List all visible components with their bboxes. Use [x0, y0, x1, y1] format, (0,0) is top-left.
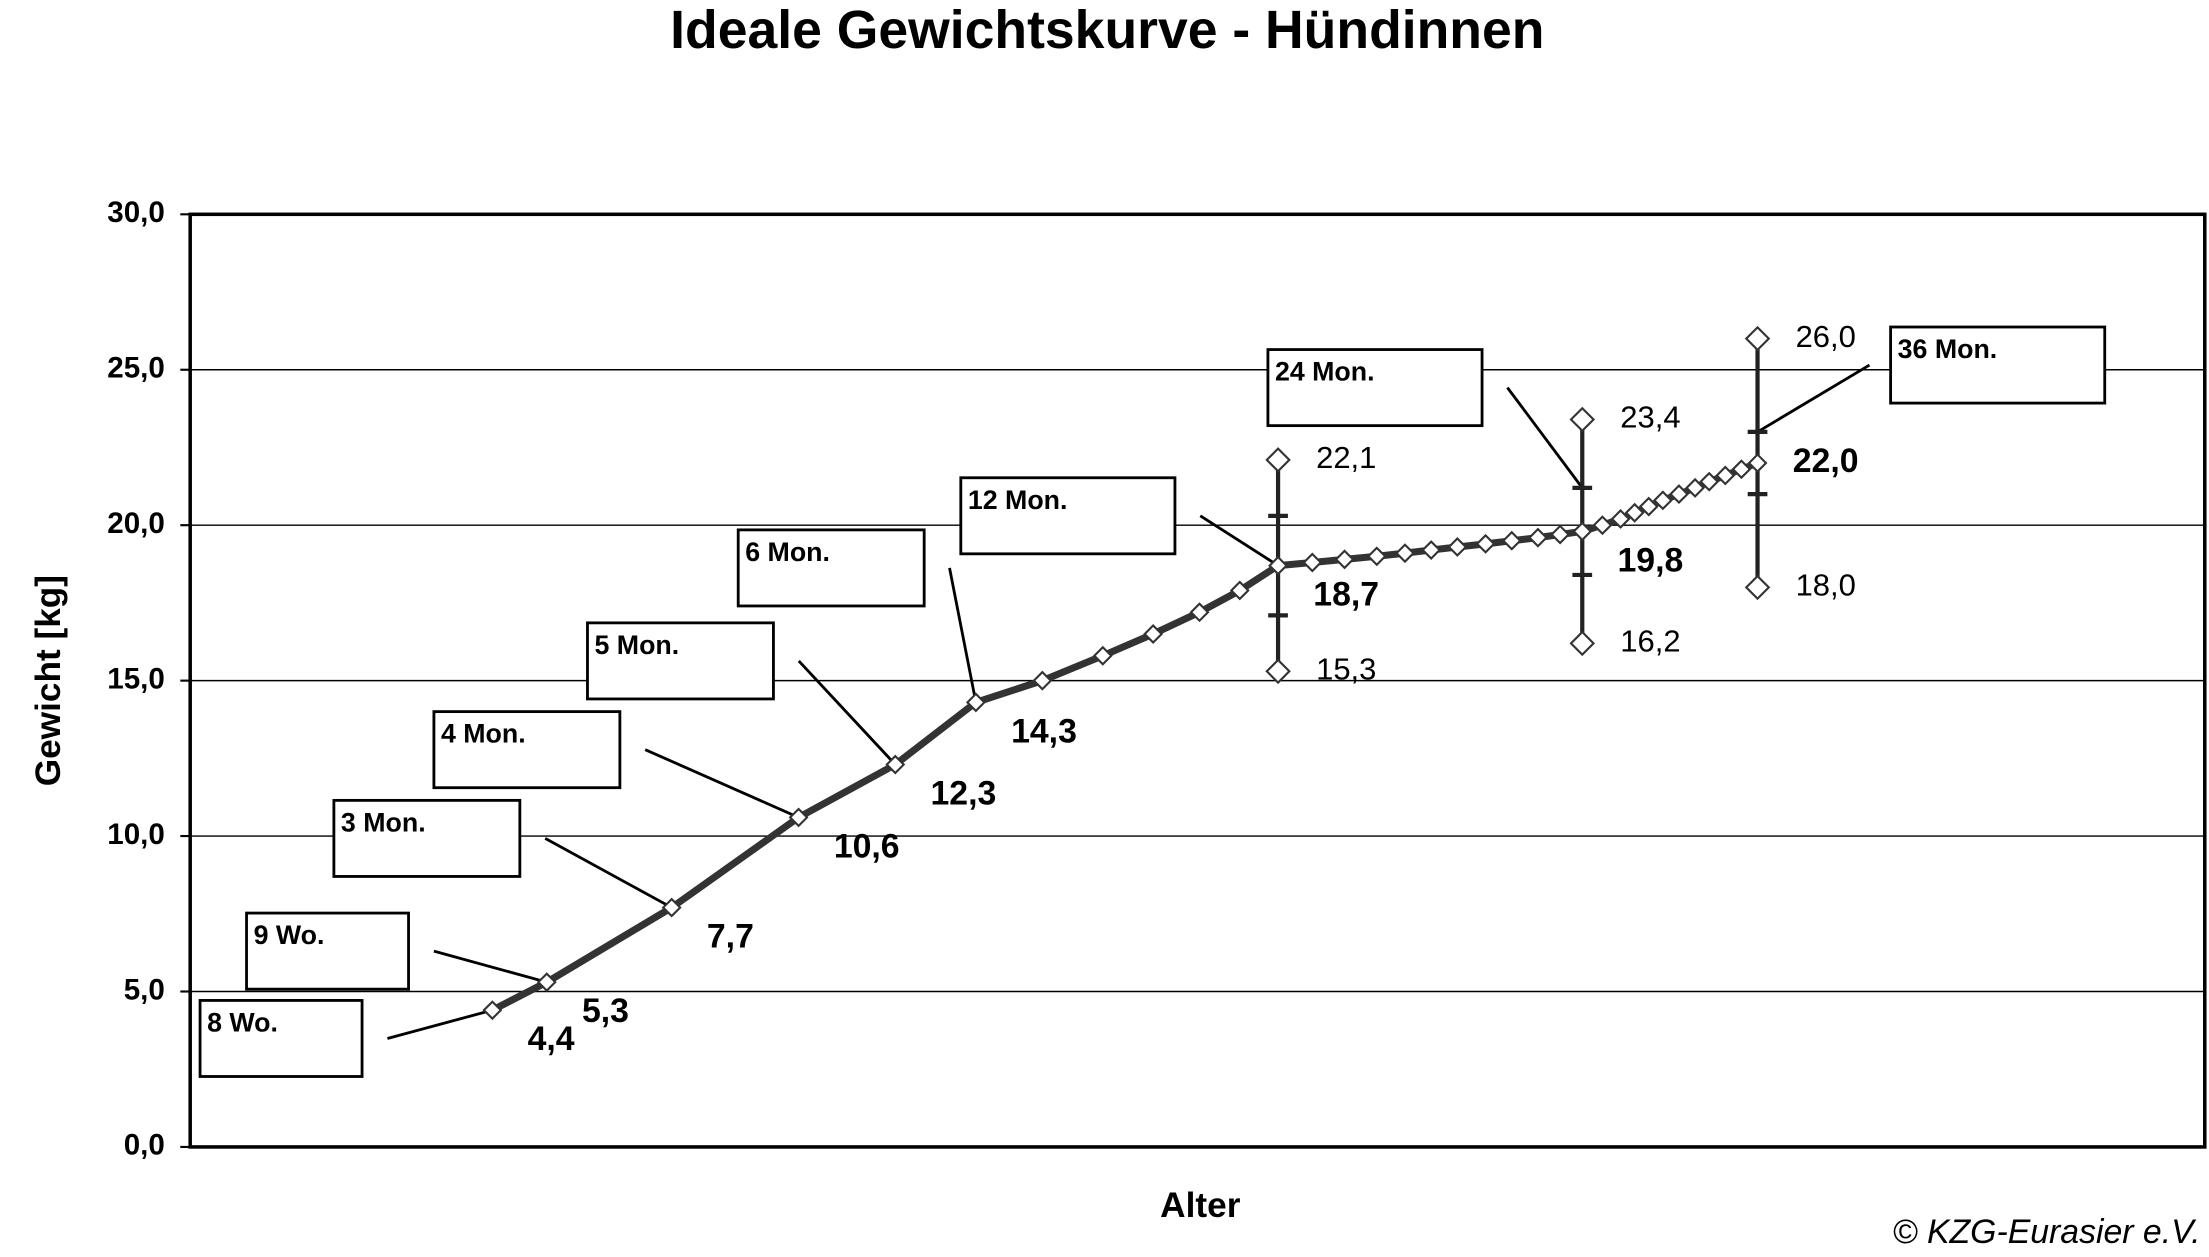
annotation: 3 Mon.	[341, 807, 426, 837]
data-marker	[536, 972, 557, 993]
data-marker	[965, 692, 986, 713]
range-min-label: 18,0	[1796, 568, 1856, 603]
data-marker	[1189, 602, 1210, 623]
data-label: 7,7	[707, 917, 754, 955]
data-marker	[1229, 580, 1250, 601]
data-marker	[1143, 624, 1164, 644]
data-marker	[1302, 552, 1323, 573]
annotation: 9 Wo.	[254, 920, 325, 950]
data-label: 22,0	[1793, 442, 1859, 480]
plot-frame	[188, 212, 2207, 1149]
y-tick-label: 15,0	[107, 662, 165, 695]
y-tick-label: 0,0	[124, 1129, 165, 1162]
range-max-label: 26,0	[1796, 319, 1856, 354]
annotation-leader	[1756, 363, 1871, 434]
annotation: 12 Mon.	[968, 485, 1068, 515]
annotation: 6 Mon.	[745, 537, 830, 567]
data-marker	[1652, 490, 1673, 511]
range-min-marker	[1265, 658, 1291, 685]
range-max-marker	[1569, 406, 1596, 433]
annotation: 4 Mon.	[441, 719, 526, 749]
data-marker	[1638, 496, 1659, 517]
data-label: 10,6	[834, 827, 900, 865]
data-label: 12,3	[931, 774, 997, 812]
data-marker	[1699, 471, 1720, 492]
annotation-leader	[544, 837, 673, 909]
data-marker	[1447, 537, 1468, 557]
data-marker	[1731, 459, 1752, 480]
data-label: 18,7	[1313, 576, 1379, 614]
range-max-marker	[1744, 325, 1771, 352]
data-marker	[1395, 543, 1415, 564]
data-label: 19,8	[1617, 541, 1683, 579]
data-marker	[1334, 549, 1355, 570]
annotation-leader	[1506, 386, 1584, 489]
data-label: 4,4	[528, 1020, 575, 1058]
data-marker	[1669, 484, 1689, 505]
annotation-leader	[797, 659, 897, 766]
data-marker	[1747, 453, 1768, 473]
annotation: 5 Mon.	[595, 630, 680, 660]
annotation: 36 Mon.	[1898, 334, 1998, 364]
data-marker	[1550, 524, 1571, 545]
data-marker	[885, 754, 906, 775]
y-tick-label: 20,0	[107, 507, 165, 540]
annotation-box	[586, 621, 775, 701]
annotation-box	[198, 999, 364, 1078]
annotation-box	[245, 911, 410, 991]
range-min-marker	[1744, 574, 1771, 601]
data-marker	[1366, 546, 1387, 567]
data-marker	[1610, 509, 1631, 529]
x-axis-label: Alter	[1160, 1186, 1241, 1225]
y-axis-label: Gewicht [kg]	[29, 575, 68, 786]
data-marker	[661, 897, 682, 918]
annotation-leader	[433, 949, 548, 984]
data-marker	[1421, 540, 1442, 561]
data-marker	[1268, 555, 1289, 576]
data-marker	[1032, 670, 1053, 691]
range-min-label: 16,2	[1620, 624, 1680, 659]
annotation: 24 Mon.	[1275, 357, 1375, 387]
chart-title: Ideale Gewichtskurve - Hündinnen	[670, 1, 1544, 60]
data-marker	[1715, 465, 1736, 486]
range-max-label: 23,4	[1620, 400, 1680, 435]
data-marker	[788, 807, 809, 828]
data-marker	[1592, 515, 1613, 536]
data-label: 5,3	[582, 992, 629, 1030]
range-max-marker	[1265, 447, 1291, 473]
annotation-box	[432, 710, 622, 790]
y-tick-label: 10,0	[107, 818, 165, 851]
data-marker	[1092, 645, 1113, 666]
data-marker	[1572, 521, 1593, 542]
annotation-box	[1889, 325, 2107, 405]
data-line	[490, 459, 1759, 1014]
data-label: 14,3	[1011, 712, 1077, 750]
y-tick-label: 25,0	[107, 352, 165, 385]
annotation-leader	[644, 748, 800, 819]
range-min-label: 15,3	[1316, 651, 1376, 686]
y-tick-label: 30,0	[107, 196, 165, 229]
annotation-box	[332, 798, 522, 878]
data-marker	[1475, 533, 1496, 554]
data-marker	[1624, 502, 1645, 523]
data-marker	[1685, 477, 1706, 498]
annotation-box	[736, 528, 926, 608]
annotation-leader	[948, 567, 978, 703]
annotation-box	[959, 476, 1177, 556]
data-marker	[1527, 527, 1548, 548]
data-marker	[1501, 530, 1522, 551]
annotation: 8 Wo.	[207, 1007, 278, 1037]
annotation-leader	[1199, 514, 1279, 567]
range-min-marker	[1569, 630, 1596, 657]
annotation-leader	[387, 1008, 493, 1040]
credit: © KZG-Eurasier e.V.	[1893, 1213, 2201, 1251]
y-tick-label: 5,0	[124, 973, 165, 1006]
annotation-box	[1266, 348, 1484, 428]
data-marker	[482, 1000, 503, 1021]
range-max-label: 22,1	[1316, 440, 1376, 475]
